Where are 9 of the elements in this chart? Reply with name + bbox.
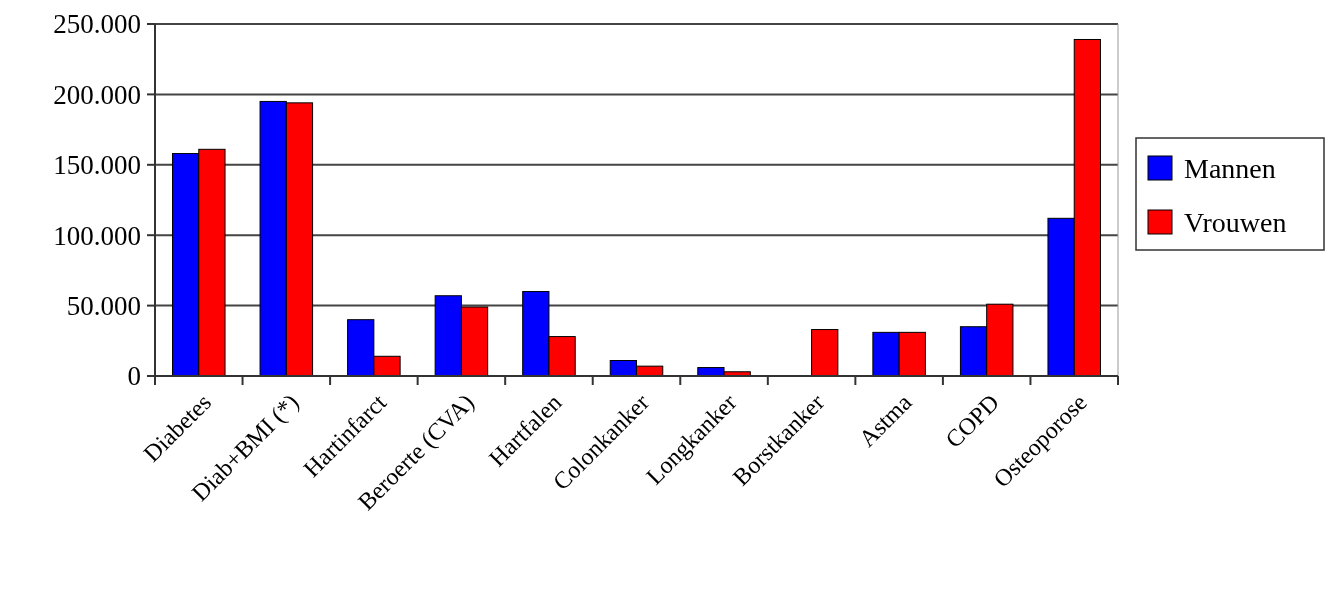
legend-label: Vrouwen bbox=[1184, 206, 1287, 238]
y-tick-label: 0 bbox=[127, 361, 141, 392]
y-tick-label: 250.000 bbox=[53, 9, 141, 40]
y-tick-label: 100.000 bbox=[53, 220, 141, 251]
y-tick-label: 200.000 bbox=[53, 79, 141, 110]
bar bbox=[811, 329, 839, 377]
y-tick-label: 150.000 bbox=[53, 150, 141, 181]
legend-label: Mannen bbox=[1184, 152, 1276, 184]
y-tick-label: 50.000 bbox=[66, 291, 141, 322]
